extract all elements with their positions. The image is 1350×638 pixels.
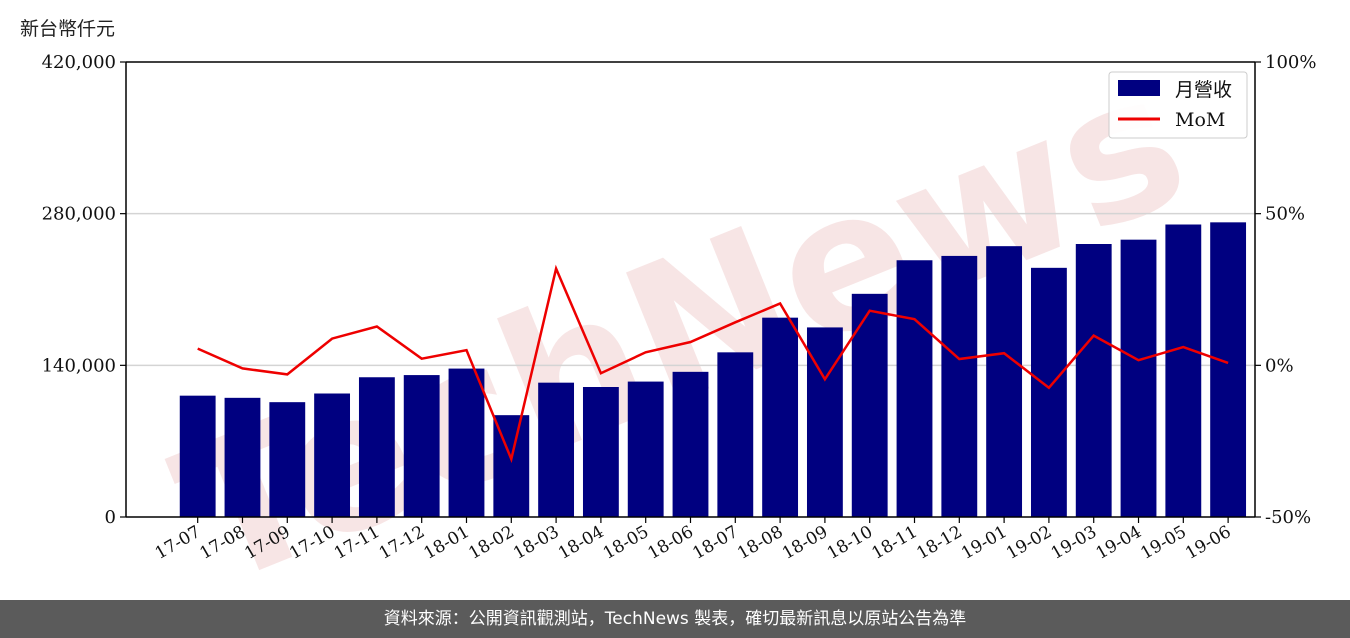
x-tick-label-18-12: 18-12 xyxy=(913,522,965,564)
bar-18-08 xyxy=(762,317,799,517)
revenue-bars xyxy=(179,222,1247,518)
y-left-tick-label: 0 xyxy=(105,507,116,528)
x-tick-label-18-05: 18-05 xyxy=(600,522,652,564)
bar-18-11 xyxy=(896,260,933,517)
x-tick-label-18-06: 18-06 xyxy=(645,522,697,564)
legend-label-mom: MoM xyxy=(1175,109,1225,131)
bar-19-02 xyxy=(1030,267,1067,517)
bar-19-06 xyxy=(1210,222,1247,518)
y-right-tick-label: 0% xyxy=(1265,355,1294,376)
revenue-chart: TechNews 0140,000280,000420,000-50%0%50%… xyxy=(42,28,1317,600)
y-right-tick-label: -50% xyxy=(1265,507,1311,528)
x-tick-label-18-04: 18-04 xyxy=(555,522,607,564)
x-tick-label-18-11: 18-11 xyxy=(869,522,921,564)
y-right-tick-label: 50% xyxy=(1265,204,1305,225)
bar-18-04 xyxy=(582,387,619,517)
bar-17-09 xyxy=(269,402,306,517)
bar-19-03 xyxy=(1075,244,1112,517)
mom-line xyxy=(197,264,1229,464)
bar-17-12 xyxy=(403,375,440,517)
x-tick-label-19-04: 19-04 xyxy=(1093,522,1145,564)
footer-source-note: 資料來源：公開資訊觀測站，TechNews 製表，確切最新訊息以原站公告為準 xyxy=(0,600,1350,638)
y-left-tick-label: 420,000 xyxy=(42,52,116,73)
bar-18-12 xyxy=(941,255,978,517)
y-axis-unit-label: 新台幣仟元 xyxy=(20,18,116,40)
y-left-tick-label: 280,000 xyxy=(42,204,116,225)
bar-18-01 xyxy=(448,368,485,517)
x-tick-label-18-10: 18-10 xyxy=(824,522,876,564)
legend-bar-swatch xyxy=(1118,80,1160,96)
x-tick-label-18-03: 18-03 xyxy=(510,522,562,564)
bar-19-01 xyxy=(986,246,1023,517)
x-tick-label-18-09: 18-09 xyxy=(779,522,831,564)
mom-line-path xyxy=(197,264,1229,464)
bar-19-05 xyxy=(1165,224,1202,517)
x-tick-label-19-01: 19-01 xyxy=(958,522,1010,564)
x-tick-label-17-07: 17-07 xyxy=(152,522,204,564)
x-tick-label-19-06: 19-06 xyxy=(1182,522,1234,564)
bar-18-06 xyxy=(672,371,709,517)
x-tick-label-18-07: 18-07 xyxy=(689,522,741,564)
x-tick-label-19-03: 19-03 xyxy=(1048,522,1100,564)
bar-19-04 xyxy=(1120,239,1157,517)
bar-18-03 xyxy=(538,382,575,517)
bar-17-07 xyxy=(179,395,216,517)
x-tick-label-19-02: 19-02 xyxy=(1003,522,1055,564)
bar-17-10 xyxy=(314,393,351,517)
bar-17-11 xyxy=(358,377,395,517)
legend-label-revenue: 月營收 xyxy=(1175,79,1232,101)
legend[interactable]: 月營收 MoM xyxy=(1108,71,1248,139)
bar-17-08 xyxy=(224,397,261,517)
bar-18-10 xyxy=(851,293,888,517)
y-left-tick-label: 140,000 xyxy=(42,355,116,376)
x-tick-label-18-08: 18-08 xyxy=(734,522,786,564)
bar-18-05 xyxy=(627,381,664,517)
y-right-tick-label: 100% xyxy=(1265,52,1316,73)
x-tick-label-19-05: 19-05 xyxy=(1137,522,1189,564)
bar-18-07 xyxy=(717,352,754,517)
